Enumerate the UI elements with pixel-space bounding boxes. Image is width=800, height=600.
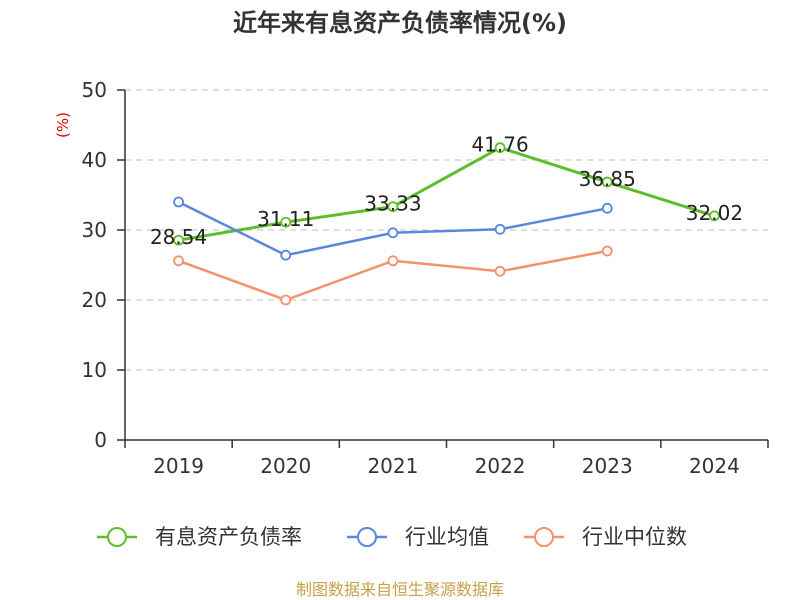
- legend: 有息资产负债率 行业均值 行业中位数: [97, 525, 687, 549]
- series-2-point: [494, 265, 506, 277]
- series-0-point: [709, 210, 720, 222]
- series-2-point: [280, 294, 292, 306]
- series-line-0: [177, 146, 716, 242]
- series-0-data-label: 31.11: [257, 207, 314, 231]
- x-tick-label: 2022: [475, 454, 526, 478]
- x-tick-label: 2024: [689, 454, 740, 478]
- series-1-point: [601, 202, 613, 214]
- series-2-point: [173, 255, 184, 267]
- y-tick-label: 10: [82, 358, 107, 382]
- legend-label: 行业中位数: [582, 525, 687, 549]
- series-0-point: [280, 216, 292, 228]
- legend-item-0[interactable]: 有息资产负债率: [97, 525, 302, 549]
- x-tick-label: 2021: [367, 454, 418, 478]
- series-2-point: [387, 255, 399, 267]
- y-axis-label: (%): [54, 112, 72, 138]
- series-layer: [173, 142, 720, 306]
- series-0-point: [494, 142, 506, 154]
- series-0-point: [601, 176, 613, 188]
- series-0-point: [387, 201, 399, 213]
- axes: 0 10 20 30 40 50 2019 2020 2021 2022 2023 2024: [82, 78, 769, 478]
- y-tick-label: 50: [82, 78, 107, 102]
- series-0-data-label: 33.33: [364, 192, 421, 216]
- source-note: 制图数据来自恒生聚源数据库: [296, 580, 504, 599]
- y-tick-label: 0: [94, 428, 107, 452]
- series-1-point: [173, 196, 184, 208]
- x-tick-label: 2019: [153, 454, 204, 478]
- series-0-data-label: 36.85: [579, 167, 636, 191]
- series-0-data-label: 32.02: [686, 201, 743, 225]
- x-tick-label: 2023: [582, 454, 633, 478]
- legend-marker: [534, 527, 554, 547]
- series-1-point: [280, 249, 292, 261]
- series-0-data-label: 28.54: [150, 225, 207, 249]
- series-0-data-label: 41.76: [471, 133, 528, 157]
- chart-title: 近年来有息资产负债率情况(%): [233, 9, 567, 37]
- data-labels: 28.54 31.11 33.33 41.76 36.85 32.02: [150, 133, 743, 250]
- y-tick-label: 20: [82, 288, 107, 312]
- legend-label: 有息资产负债率: [155, 525, 302, 549]
- legend-item-2[interactable]: 行业中位数: [524, 525, 687, 549]
- y-tick-label: 30: [82, 218, 107, 242]
- legend-item-1[interactable]: 行业均值: [347, 525, 489, 549]
- legend-label: 行业均值: [405, 525, 489, 549]
- y-tick-label: 40: [82, 148, 107, 172]
- series-0-point: [173, 234, 184, 246]
- legend-marker: [107, 527, 127, 547]
- x-tick-label: 2020: [260, 454, 311, 478]
- legend-marker: [357, 527, 377, 547]
- series-1-point: [387, 227, 399, 239]
- series-1-point: [494, 223, 506, 235]
- series-2-point: [601, 245, 613, 257]
